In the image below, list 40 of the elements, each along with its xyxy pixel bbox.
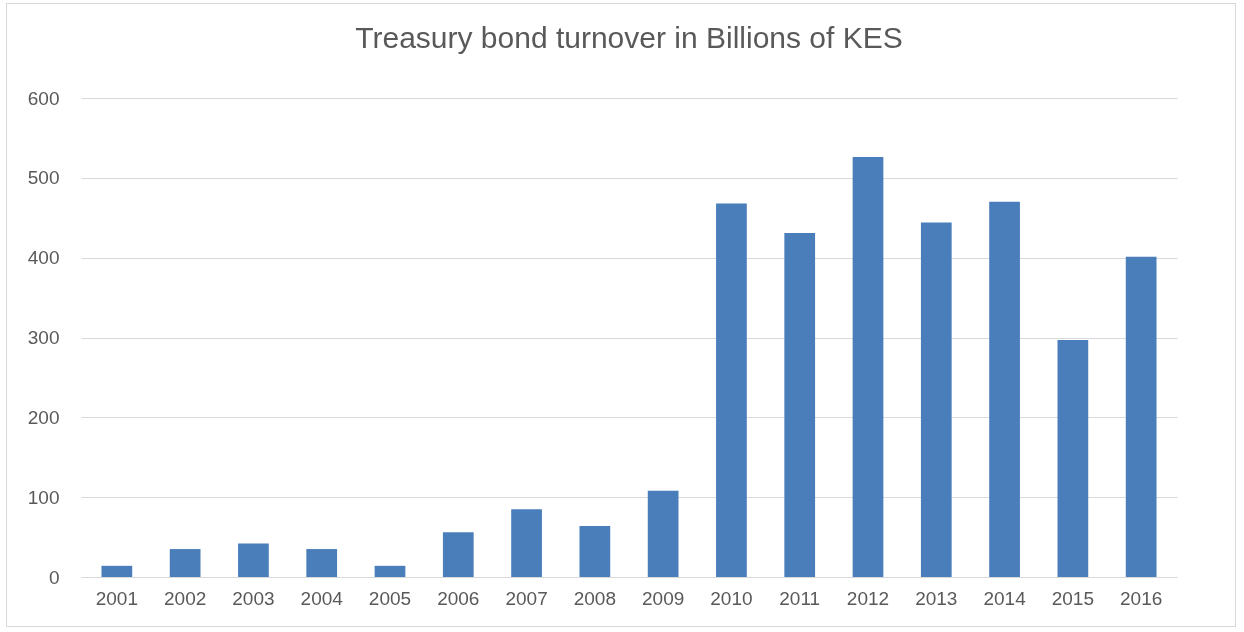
bar: [1125, 256, 1157, 577]
y-tick-label: 300: [27, 327, 60, 348]
x-tick-label: 2010: [710, 587, 753, 609]
x-tick-label: 2004: [300, 587, 344, 609]
bar: [101, 565, 133, 577]
y-tick-label: 100: [27, 486, 60, 508]
x-tick-label: 2006: [437, 587, 480, 609]
bar: [169, 549, 201, 577]
bar: [784, 232, 816, 577]
bar: [511, 509, 542, 577]
bar: [647, 490, 679, 577]
bar: [579, 525, 611, 577]
y-tick-label: 200: [27, 406, 60, 428]
x-tick-label: 2013: [915, 587, 958, 609]
bar: [374, 565, 406, 577]
x-tick-label: 2007: [505, 587, 548, 609]
x-tick-label: 2011: [779, 587, 821, 609]
bar: [920, 222, 952, 577]
bar: [1057, 339, 1089, 577]
bar: [306, 549, 338, 577]
bar: [238, 543, 269, 577]
x-tick-label: 2002: [164, 587, 207, 609]
x-tick-label: 2003: [232, 587, 275, 609]
y-tick-label: 500: [27, 167, 60, 189]
y-tick-label: 0: [48, 566, 60, 588]
x-tick-label: 2015: [1051, 587, 1094, 609]
bar: [852, 157, 884, 577]
x-tick-label: 2001: [95, 587, 138, 609]
bar: [989, 201, 1020, 577]
x-tick-label: 2008: [573, 587, 616, 609]
y-tick-label: 600: [27, 87, 60, 109]
x-tick-label: 2014: [983, 587, 1027, 609]
chart-title: Treasury bond turnover in Billions of KES: [355, 21, 903, 54]
x-tick-label: 2012: [846, 587, 890, 609]
x-tick-label: 2005: [368, 587, 412, 609]
bar: [716, 203, 747, 577]
x-tick-label: 2016: [1120, 587, 1163, 609]
bar: [442, 532, 474, 577]
x-tick-label: 2009: [642, 587, 685, 609]
y-tick-label: 400: [27, 247, 60, 269]
